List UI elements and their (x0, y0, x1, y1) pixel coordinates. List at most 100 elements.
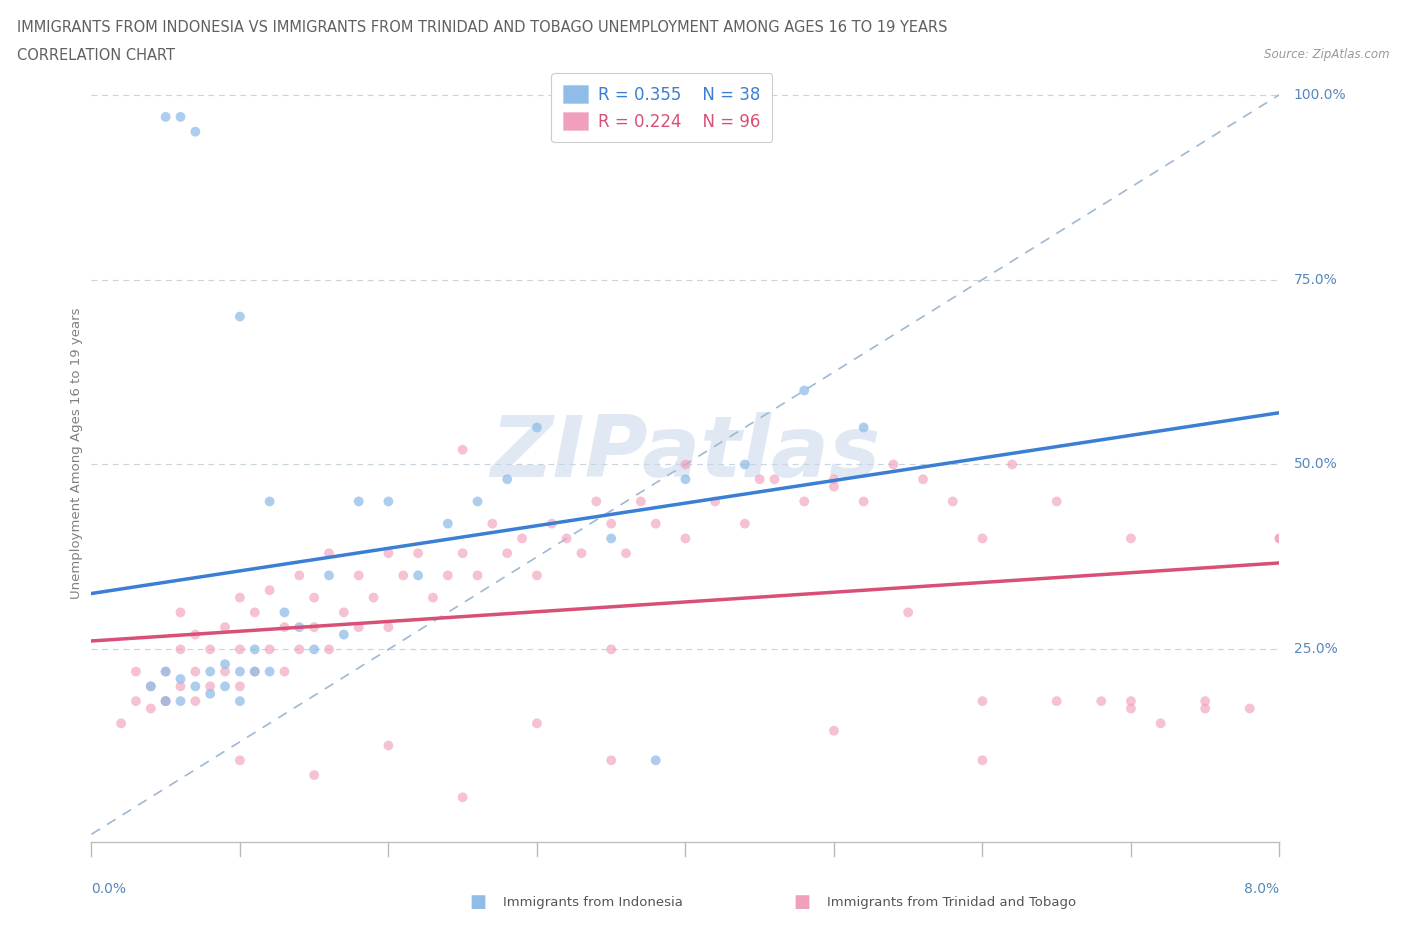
Point (451, 546, 474, 561)
Point (169, 679, 191, 694)
Point (496, 546, 519, 561)
Point (823, 479, 845, 494)
Point (302, 591, 325, 605)
Point (377, 738, 399, 753)
Legend: R = 0.355    N = 38, R = 0.224    N = 96: R = 0.355 N = 38, R = 0.224 N = 96 (551, 73, 772, 142)
Point (823, 724, 845, 738)
Point (1268, 531, 1291, 546)
Text: 50.0%: 50.0% (1294, 458, 1337, 472)
Point (155, 694, 177, 709)
Point (169, 604, 191, 619)
Point (704, 494, 727, 509)
Point (302, 767, 325, 782)
Point (734, 457, 756, 472)
Point (1119, 701, 1142, 716)
Text: 75.0%: 75.0% (1294, 272, 1337, 286)
Point (467, 494, 489, 509)
Point (1090, 694, 1112, 709)
Point (125, 664, 148, 679)
Point (184, 664, 207, 679)
Point (273, 664, 295, 679)
Point (139, 679, 162, 694)
Point (169, 671, 191, 686)
Point (600, 642, 623, 657)
Point (200, 664, 222, 679)
Point (243, 664, 266, 679)
Point (1239, 701, 1261, 716)
Point (155, 664, 177, 679)
Point (526, 716, 548, 731)
Point (972, 694, 994, 709)
Point (229, 679, 252, 694)
Point (481, 516, 503, 531)
Point (526, 568, 548, 583)
Point (1194, 694, 1216, 709)
Point (259, 664, 281, 679)
Text: 100.0%: 100.0% (1294, 87, 1347, 101)
Point (1046, 494, 1069, 509)
Point (972, 531, 994, 546)
Point (748, 472, 770, 486)
Point (229, 642, 252, 657)
Point (673, 472, 696, 486)
Point (600, 531, 623, 546)
Point (229, 694, 252, 709)
Point (1001, 457, 1024, 472)
Point (347, 568, 370, 583)
Point (897, 604, 920, 619)
Point (1119, 694, 1142, 709)
Point (347, 619, 370, 634)
Text: CORRELATION CHART: CORRELATION CHART (17, 48, 174, 63)
Point (243, 604, 266, 619)
Point (526, 420, 548, 435)
Point (600, 753, 623, 768)
Point (229, 591, 252, 605)
Point (229, 664, 252, 679)
Point (318, 568, 340, 583)
Point (377, 546, 399, 561)
Point (793, 494, 815, 509)
Point (259, 583, 281, 598)
Point (288, 619, 311, 634)
Point (243, 664, 266, 679)
Text: 0.0%: 0.0% (91, 882, 127, 896)
Text: Immigrants from Trinidad and Tobago: Immigrants from Trinidad and Tobago (827, 896, 1076, 909)
Text: ■: ■ (793, 893, 810, 911)
Point (972, 753, 994, 768)
Point (614, 546, 637, 561)
Point (392, 568, 415, 583)
Point (942, 494, 965, 509)
Point (200, 686, 222, 701)
Point (214, 657, 236, 671)
Point (673, 457, 696, 472)
Point (763, 472, 786, 486)
Point (229, 753, 252, 768)
Point (1194, 701, 1216, 716)
Point (155, 664, 177, 679)
Point (200, 679, 222, 694)
Point (571, 546, 593, 561)
Text: Source: ZipAtlas.com: Source: ZipAtlas.com (1264, 48, 1389, 61)
Point (214, 619, 236, 634)
Point (333, 604, 356, 619)
Point (155, 694, 177, 709)
Point (169, 642, 191, 657)
Point (510, 531, 533, 546)
Point (110, 716, 132, 731)
Point (243, 642, 266, 657)
Point (318, 546, 340, 561)
Point (451, 790, 474, 804)
Point (184, 694, 207, 709)
Point (363, 591, 385, 605)
Point (406, 568, 429, 583)
Point (540, 516, 562, 531)
Text: ■: ■ (470, 893, 486, 911)
Point (1119, 531, 1142, 546)
Point (169, 110, 191, 125)
Point (184, 679, 207, 694)
Point (436, 568, 458, 583)
Point (333, 627, 356, 642)
Point (1268, 531, 1291, 546)
Y-axis label: Unemployment Among Ages 16 to 19 years: Unemployment Among Ages 16 to 19 years (70, 308, 83, 599)
Point (302, 619, 325, 634)
